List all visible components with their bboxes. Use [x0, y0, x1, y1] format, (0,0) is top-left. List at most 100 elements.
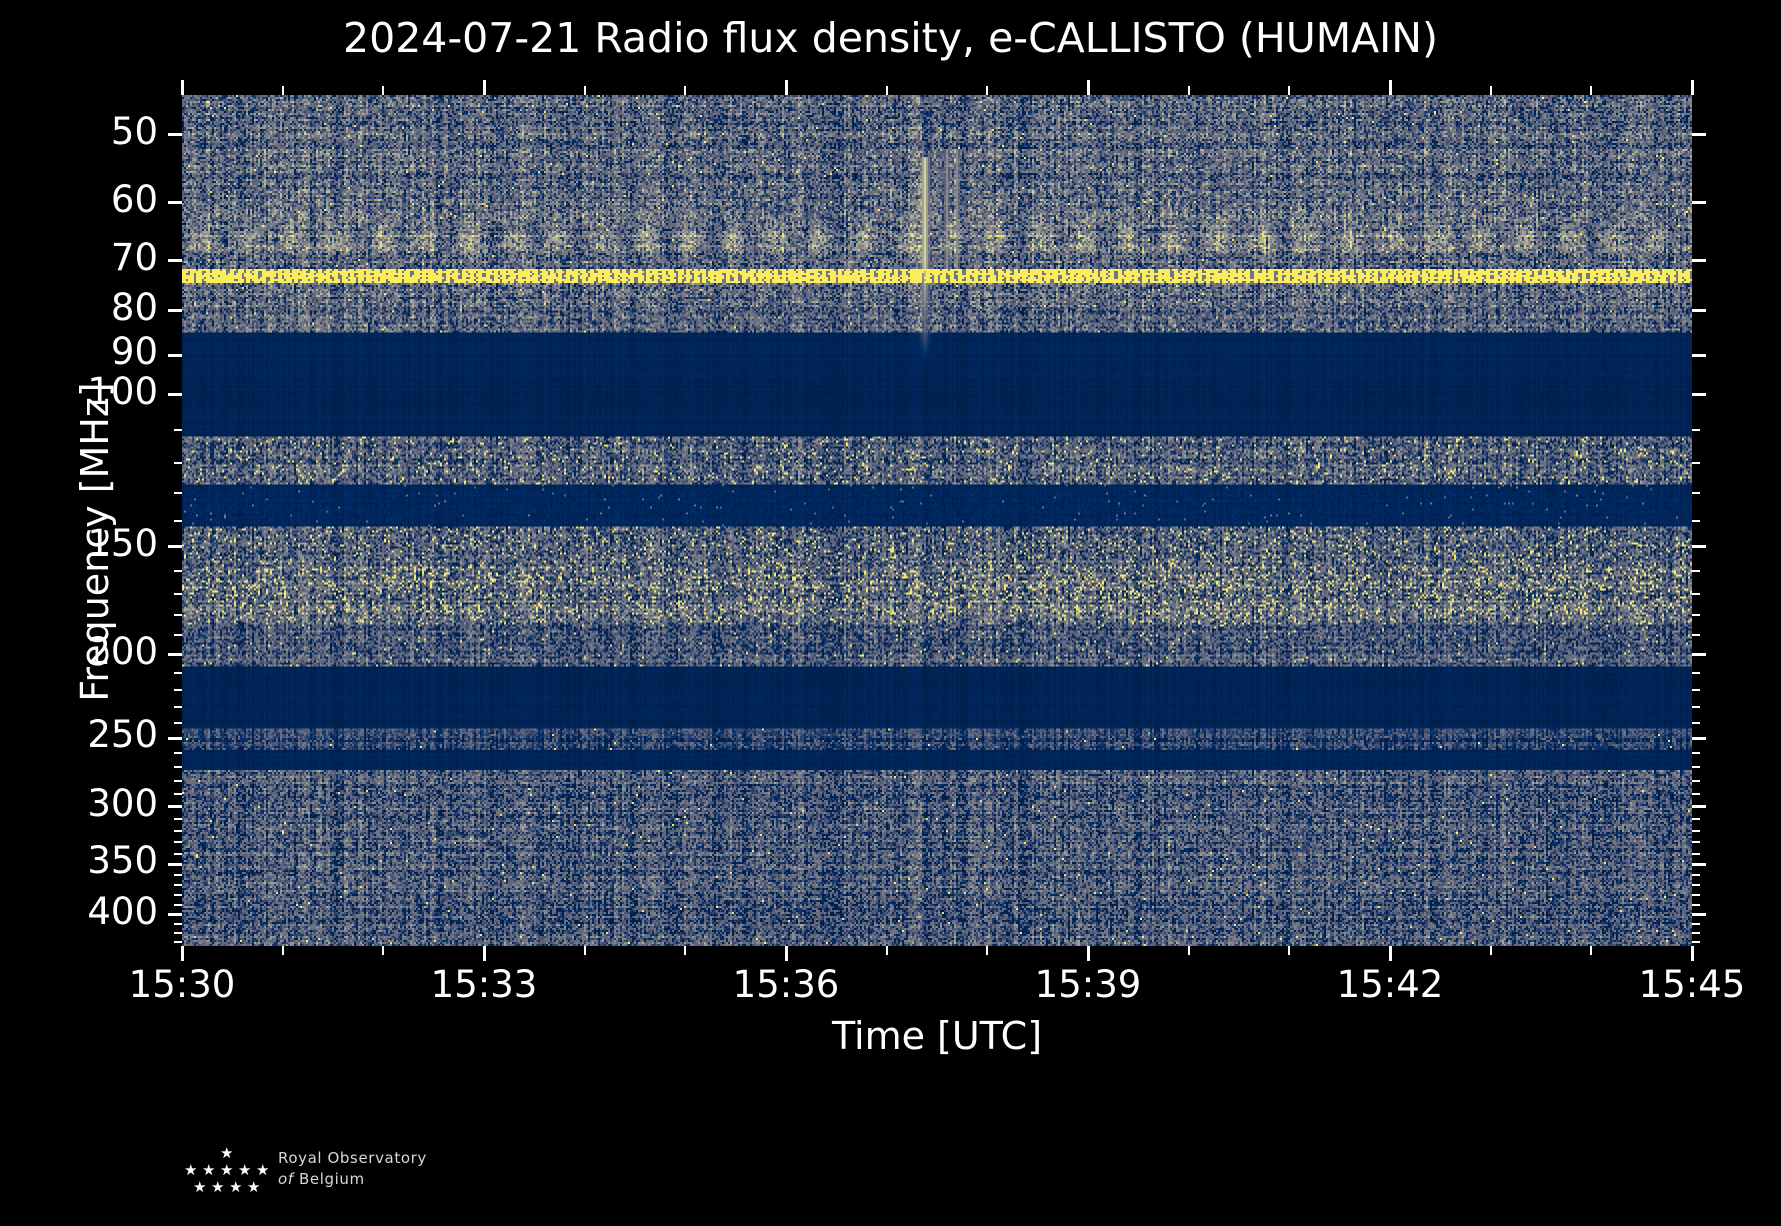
spectrogram-image: [182, 95, 1692, 946]
y-tick-50: [168, 133, 182, 137]
y-minor-tick-right-190: [1692, 634, 1700, 637]
x-tick-15:39: [1086, 946, 1090, 961]
y-tick-right-300: [1692, 805, 1706, 809]
y-tick-label-200: 200: [87, 629, 158, 673]
y-minor-tick-180: [174, 614, 182, 616]
logo-line-1: Royal Observatory: [278, 1149, 427, 1167]
x-minor-tick-top-937: [885, 86, 888, 95]
y-tick-200: [168, 653, 182, 657]
y-tick-90: [168, 353, 182, 357]
logo-star-1-1: ★: [202, 1161, 216, 1179]
x-tick-label-15:33: 15:33: [430, 963, 538, 1006]
logo-of-word: of: [278, 1170, 294, 1188]
y-axis-label: Frequency [MHz]: [73, 382, 117, 702]
y-minor-tick-190: [174, 634, 182, 637]
y-minor-tick-right-330: [1692, 841, 1700, 844]
y-tick-300: [168, 805, 182, 809]
x-minor-tick-top-935: [684, 86, 687, 95]
y-minor-tick-right-130: [1692, 491, 1700, 494]
y-tick-label-60: 60: [110, 177, 158, 221]
y-tick-60: [168, 201, 182, 205]
y-minor-tick-right-370: [1692, 884, 1700, 887]
x-minor-tick-941: [1288, 946, 1291, 955]
y-minor-tick-320: [174, 829, 182, 832]
x-minor-tick-top-940: [1187, 86, 1190, 95]
y-minor-tick-right-270: [1692, 766, 1700, 769]
y-tick-right-60: [1692, 201, 1706, 205]
y-minor-tick-right-210: [1692, 671, 1700, 674]
x-tick-top-15:36: [784, 80, 788, 95]
y-tick-right-350: [1692, 862, 1706, 866]
x-minor-tick-944: [1590, 946, 1593, 955]
x-tick-label-15:30: 15:30: [128, 963, 236, 1006]
y-minor-tick-right-410: [1692, 922, 1700, 925]
x-tick-15:45: [1690, 946, 1694, 961]
y-minor-tick-360: [174, 874, 182, 876]
y-minor-tick-330: [174, 841, 182, 844]
x-minor-tick-top-941: [1288, 86, 1291, 95]
y-minor-tick-right-140: [1692, 519, 1700, 522]
y-minor-tick-140: [174, 519, 182, 522]
x-minor-tick-top-943: [1489, 86, 1492, 95]
y-minor-tick-260: [174, 751, 182, 754]
y-minor-tick-420: [174, 931, 182, 934]
y-minor-tick-right-260: [1692, 751, 1700, 754]
x-minor-tick-931: [281, 946, 284, 955]
y-minor-tick-340: [174, 852, 182, 855]
y-minor-tick-220: [174, 689, 182, 692]
y-tick-400: [168, 913, 182, 917]
y-minor-tick-right-280: [1692, 779, 1700, 782]
logo-star-1-2: ★: [220, 1161, 234, 1179]
y-minor-tick-right-390: [1692, 904, 1700, 907]
y-tick-label-350: 350: [87, 839, 158, 883]
y-tick-250: [168, 736, 182, 740]
y-tick-70: [168, 259, 182, 263]
page-title: 2024-07-21 Radio flux density, e-CALLIST…: [343, 14, 1438, 62]
x-minor-tick-top-931: [281, 86, 284, 95]
y-minor-tick-170: [174, 592, 182, 595]
logo-star-1-0: ★: [184, 1161, 198, 1179]
x-tick-top-15:45: [1690, 80, 1694, 95]
logo-line-2: of Belgium: [278, 1169, 578, 1189]
y-tick-right-200: [1692, 653, 1706, 657]
x-tick-label-15:45: 15:45: [1638, 963, 1746, 1006]
y-tick-label-80: 80: [110, 285, 158, 329]
x-tick-label-15:42: 15:42: [1336, 963, 1444, 1006]
x-minor-tick-940: [1187, 946, 1190, 955]
y-minor-tick-right-360: [1692, 874, 1700, 876]
x-minor-tick-937: [885, 946, 888, 955]
y-tick-right-100: [1692, 393, 1706, 397]
y-minor-tick-right-160: [1692, 569, 1700, 572]
y-tick-right-70: [1692, 259, 1706, 263]
y-minor-tick-380: [174, 894, 182, 897]
y-minor-tick-310: [174, 817, 182, 820]
y-tick-right-50: [1692, 133, 1706, 137]
y-minor-tick-right-290: [1692, 792, 1700, 795]
y-tick-right-80: [1692, 309, 1706, 313]
x-tick-15:36: [784, 946, 788, 961]
logo-belgium-word: Belgium: [299, 1170, 365, 1188]
y-tick-right-250: [1692, 736, 1706, 740]
x-minor-tick-top-934: [583, 86, 586, 95]
logo-stars: ★ ★ ★ ★ ★ ★ ★ ★ ★ ★: [180, 1146, 276, 1198]
y-minor-tick-right-340: [1692, 852, 1700, 855]
logo-star-2-3: ★: [247, 1178, 261, 1196]
x-minor-tick-935: [684, 946, 687, 955]
y-minor-tick-right-420: [1692, 931, 1700, 934]
y-minor-tick-270: [174, 766, 182, 769]
x-tick-top-15:30: [180, 80, 184, 95]
y-minor-tick-230: [174, 705, 182, 708]
y-minor-tick-390: [174, 904, 182, 907]
x-tick-label-15:39: 15:39: [1034, 963, 1142, 1006]
x-tick-top-15:42: [1388, 80, 1392, 95]
y-minor-tick-right-170: [1692, 592, 1700, 595]
x-minor-tick-938: [986, 946, 989, 955]
y-tick-label-250: 250: [87, 713, 158, 757]
y-minor-tick-280: [174, 779, 182, 782]
y-minor-tick-370: [174, 884, 182, 887]
y-minor-tick-290: [174, 792, 182, 795]
y-minor-tick-right-120: [1692, 461, 1700, 464]
y-tick-100: [168, 393, 182, 397]
x-minor-tick-top-932: [382, 86, 385, 95]
x-tick-top-15:33: [482, 80, 486, 95]
